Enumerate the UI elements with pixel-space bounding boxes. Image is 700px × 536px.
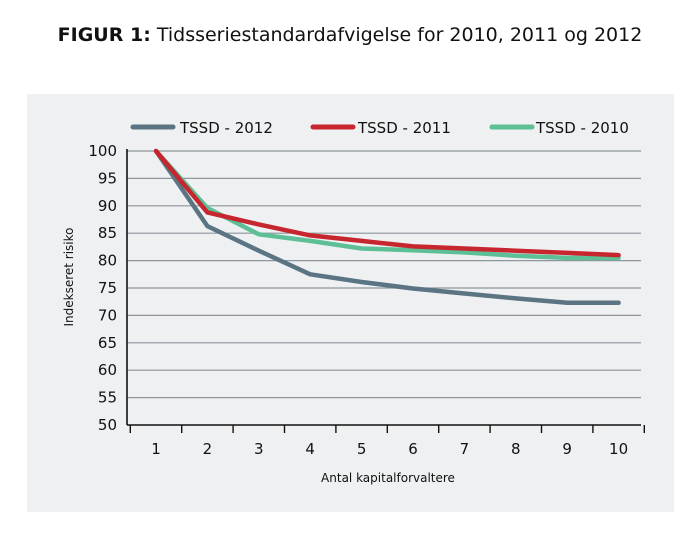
x-tick-label: 10: [609, 440, 628, 458]
figure-title: FIGUR 1: Tidsseriestandardafvigelse for …: [0, 24, 700, 46]
x-tick-label: 9: [562, 440, 572, 458]
legend-label: TSSD - 2010: [535, 119, 629, 137]
legend-label: TSSD - 2011: [357, 119, 451, 137]
legend: TSSD - 2012 TSSD - 2011 TSSD - 2010: [130, 119, 629, 137]
series-line-tssd-2012: [153, 148, 621, 306]
legend-label: TSSD - 2012: [179, 119, 273, 137]
y-tick-labels: 50 55 60 65 70 75 80 85 90 95 100: [88, 142, 117, 434]
x-tick-label: 3: [254, 440, 264, 458]
y-axis-title: Indekseret risiko: [62, 227, 76, 326]
x-tick-label: 4: [305, 440, 315, 458]
series-lines: [153, 148, 621, 306]
y-tick-label: 65: [98, 334, 117, 352]
y-tick-label: 50: [98, 416, 117, 434]
y-tick-label: 85: [98, 224, 117, 242]
figure-title-text: Tidsseriestandardafvigelse for 2010, 201…: [150, 24, 643, 46]
y-tick-label: 100: [88, 142, 117, 160]
x-tick-labels: 1 2 3 4 5 6 7 8 9 10: [151, 440, 628, 458]
y-tick-label: 80: [98, 252, 117, 270]
x-tick-label: 8: [511, 440, 521, 458]
x-tick-label: 1: [151, 440, 161, 458]
y-tick-label: 70: [98, 306, 117, 324]
x-tick-label: 7: [460, 440, 470, 458]
y-tick-label: 95: [98, 169, 117, 187]
x-tick-label: 6: [408, 440, 418, 458]
grid-lines: [127, 150, 641, 399]
series-line-tssd-2010: [153, 148, 621, 261]
series-line-tssd-2011: [153, 148, 621, 258]
y-tick-label: 60: [98, 361, 117, 379]
y-tick-label: 75: [98, 279, 117, 297]
axes: [126, 149, 645, 433]
y-tick-label: 90: [98, 197, 117, 215]
x-tick-label: 2: [203, 440, 213, 458]
x-axis-title: Antal kapitalforvaltere: [321, 471, 455, 485]
figure-title-prefix: FIGUR 1:: [57, 24, 151, 46]
y-tick-label: 55: [98, 389, 117, 407]
x-tick-label: 5: [357, 440, 367, 458]
